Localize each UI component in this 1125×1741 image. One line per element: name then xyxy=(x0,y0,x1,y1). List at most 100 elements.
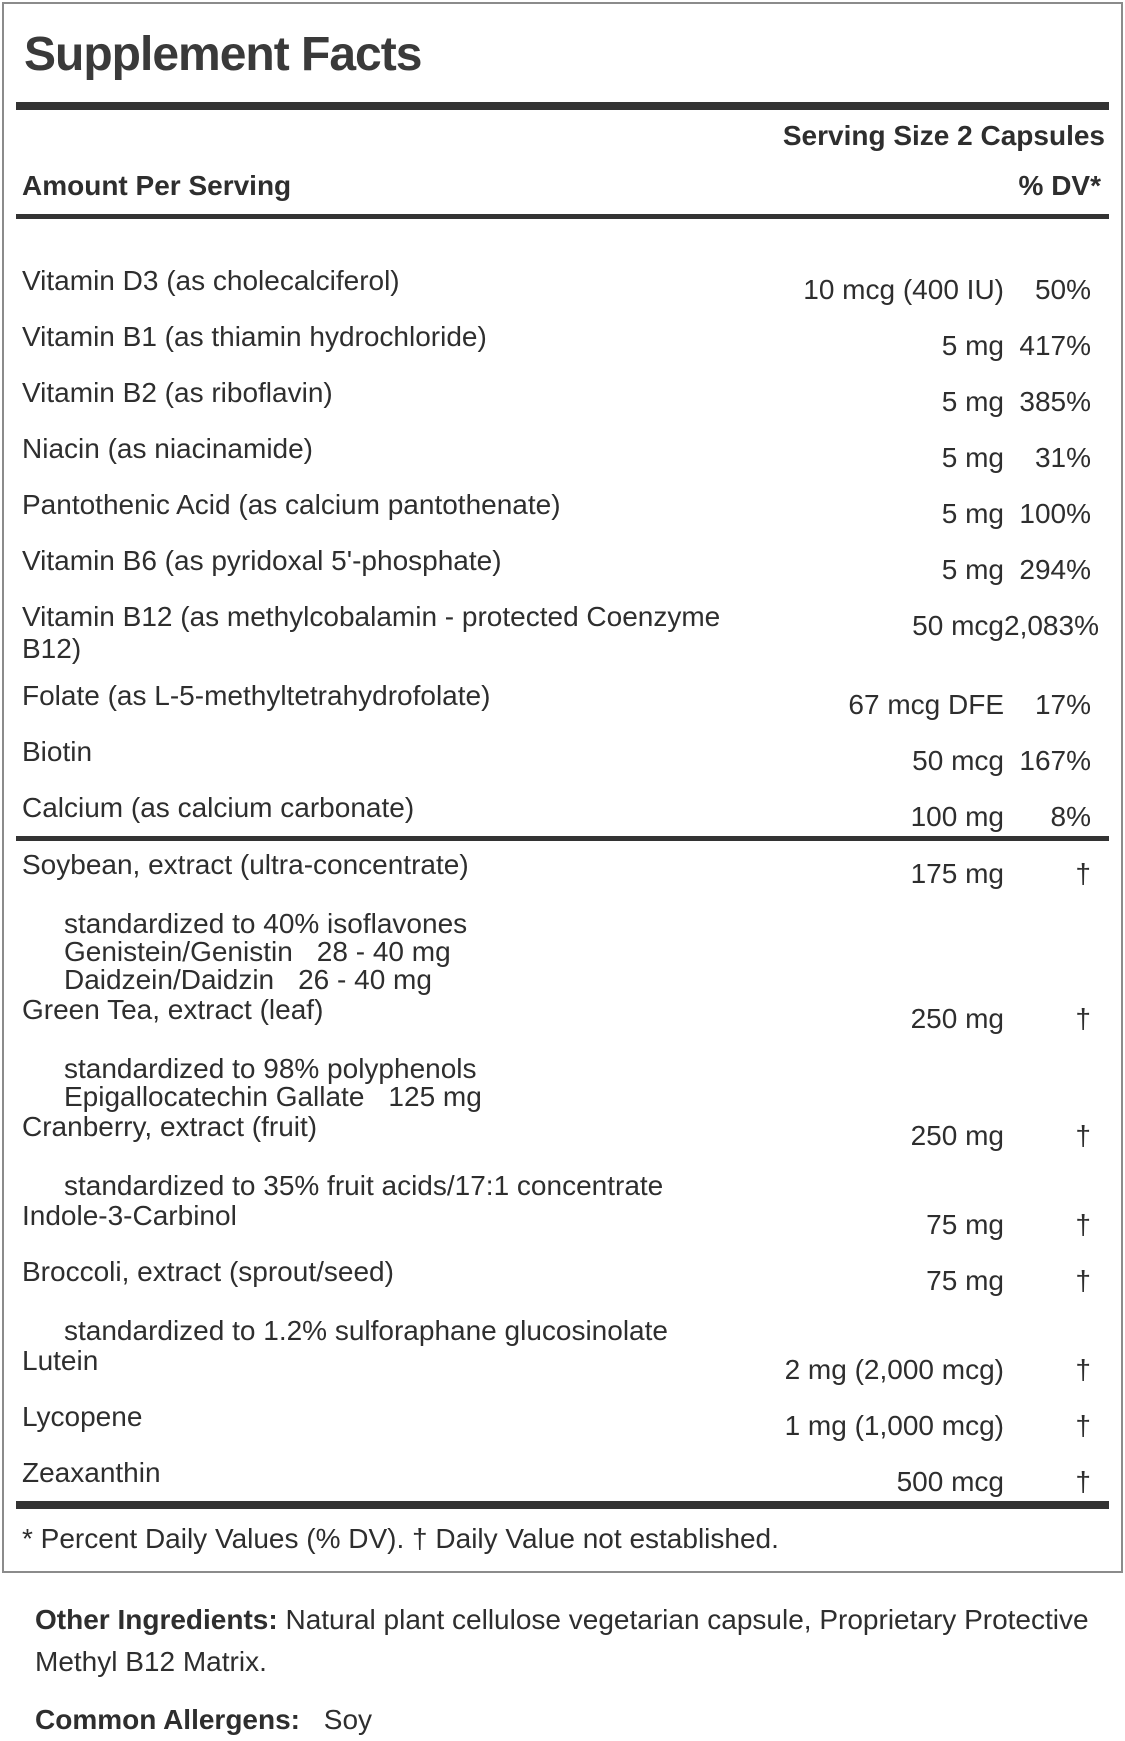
ingredient-name: Lutein xyxy=(22,1345,99,1376)
ingredient-detail-line: Genistein/Genistin 28 - 40 mg xyxy=(64,938,1109,966)
ingredient-row-group: Cranberry, extract (fruit) 250 mg † stan… xyxy=(16,1111,1109,1200)
ingredient-row-group: Vitamin D3 (as cholecalciferol) 10 mcg (… xyxy=(16,265,1109,321)
ingredient-row-group: Calcium (as calcium carbonate) 100 mg 8% xyxy=(16,792,1109,848)
ingredient-amount: 100 mg xyxy=(910,801,1004,832)
ingredient-row: Cranberry, extract (fruit) 250 mg † xyxy=(16,1111,1109,1152)
ingredient-details: standardized to 98% polyphenols Epigalloc… xyxy=(64,1055,1109,1111)
detail-value: 26 - 40 mg xyxy=(298,964,432,995)
ingredient-amount: 175 mg xyxy=(910,858,1004,889)
dv-footnote: * Percent Daily Values (% DV). † Daily V… xyxy=(22,1523,779,1554)
ingredient-row-group: Vitamin B6 (as pyridoxal 5'-phosphate) 5… xyxy=(16,545,1109,601)
ingredient-row: Vitamin B12 (as methylcobalamin - protec… xyxy=(16,601,1109,680)
detail-value: 125 mg xyxy=(388,1081,482,1112)
ingredient-amount: 50 mcg xyxy=(912,745,1004,776)
common-allergens-label: Common Allergens: xyxy=(35,1704,300,1735)
divider-below-header xyxy=(16,214,1109,219)
detail-value: 28 - 40 mg xyxy=(316,936,451,967)
ingredient-dv: 50% xyxy=(1034,274,1091,305)
ingredient-row-group: Broccoli, extract (sprout/seed) 75 mg † … xyxy=(16,1256,1109,1345)
ingredient-dv: 2,083% xyxy=(1004,610,1099,641)
ingredient-row-group: Zeaxanthin 500 mcg † xyxy=(16,1457,1109,1513)
ingredient-row: Vitamin B2 (as riboflavin) 5 mg 385% xyxy=(16,377,1109,433)
ingredient-dv: † xyxy=(1075,1003,1091,1034)
ingredient-row: Vitamin D3 (as cholecalciferol) 10 mcg (… xyxy=(16,265,1109,321)
ingredient-row: Folate (as L-5-methyltetrahydrofolate) 6… xyxy=(16,680,1109,736)
ingredient-name: Soybean, extract (ultra-concentrate) xyxy=(22,849,469,880)
ingredient-amount: 5 mg xyxy=(941,330,1004,361)
ingredient-row: Niacin (as niacinamide) 5 mg 31% xyxy=(16,433,1109,489)
ingredient-name: Vitamin B6 (as pyridoxal 5'-phosphate) xyxy=(22,545,502,576)
ingredient-row: Indole-3-Carbinol 75 mg † xyxy=(16,1200,1109,1256)
ingredient-name: Vitamin B1 (as thiamin hydrochloride) xyxy=(22,321,487,352)
other-ingredients-label: Other Ingredients: xyxy=(35,1604,278,1635)
ingredient-row-group: Indole-3-Carbinol 75 mg † xyxy=(16,1200,1109,1256)
ingredient-dv: † xyxy=(1075,1466,1091,1497)
ingredient-row-group: Pantothenic Acid (as calcium pantothenat… xyxy=(16,489,1109,545)
ingredient-name: Niacin (as niacinamide) xyxy=(22,433,314,464)
ingredient-rows: Vitamin D3 (as cholecalciferol) 10 mcg (… xyxy=(16,219,1109,1513)
ingredient-row: Soybean, extract (ultra-concentrate) 175… xyxy=(16,849,1109,890)
ingredient-name: Folate (as L-5-methyltetrahydrofolate) xyxy=(22,680,491,711)
ingredient-amount: 10 mcg (400 IU) xyxy=(803,274,1004,305)
ingredient-name: Indole-3-Carbinol xyxy=(22,1200,237,1231)
column-header-amount: Amount Per Serving xyxy=(22,170,292,201)
ingredient-amount: 1 mg (1,000 mcg) xyxy=(784,1410,1004,1441)
ingredient-row: Biotin 50 mcg 167% xyxy=(16,736,1109,792)
ingredient-detail-line: standardized to 98% polyphenols xyxy=(64,1055,1109,1083)
ingredient-detail-line: Daidzein/Daidzin 26 - 40 mg xyxy=(64,966,1109,994)
ingredient-row: Green Tea, extract (leaf) 250 mg † xyxy=(16,994,1109,1035)
ingredient-row-group: Niacin (as niacinamide) 5 mg 31% xyxy=(16,433,1109,489)
ingredient-name: Zeaxanthin xyxy=(22,1457,161,1488)
ingredient-name: Lycopene xyxy=(22,1401,143,1432)
ingredient-dv: 31% xyxy=(1034,442,1091,473)
ingredient-dv: † xyxy=(1075,1354,1091,1385)
ingredient-dv: 17% xyxy=(1034,689,1091,720)
ingredient-dv: † xyxy=(1075,1410,1091,1441)
ingredient-row-group: Lutein 2 mg (2,000 mcg) † xyxy=(16,1345,1109,1401)
ingredient-detail-line: standardized to 35% fruit acids/17:1 con… xyxy=(64,1172,1109,1200)
ingredient-dv: † xyxy=(1075,1209,1091,1240)
ingredient-row: Pantothenic Acid (as calcium pantothenat… xyxy=(16,489,1109,545)
ingredient-dv: 167% xyxy=(1019,745,1091,776)
ingredient-amount: 5 mg xyxy=(941,386,1004,417)
ingredient-dv: 8% xyxy=(1050,801,1091,832)
divider-below-title xyxy=(16,102,1109,110)
detail-label: standardized to 98% polyphenols xyxy=(64,1053,477,1084)
ingredient-amount: 5 mg xyxy=(941,498,1004,529)
ingredient-name: Vitamin D3 (as cholecalciferol) xyxy=(22,265,400,296)
ingredient-name: Pantothenic Acid (as calcium pantothenat… xyxy=(22,489,561,520)
ingredient-amount: 5 mg xyxy=(941,554,1004,585)
ingredient-row: Calcium (as calcium carbonate) 100 mg 8% xyxy=(16,792,1109,848)
ingredient-amount: 250 mg xyxy=(910,1003,1004,1034)
ingredient-amount: 5 mg xyxy=(941,442,1004,473)
ingredient-dv: † xyxy=(1075,1120,1091,1151)
divider-above-footnote xyxy=(16,1501,1109,1509)
ingredient-name: Calcium (as calcium carbonate) xyxy=(22,792,415,823)
ingredient-row: Vitamin B6 (as pyridoxal 5'-phosphate) 5… xyxy=(16,545,1109,601)
ingredient-amount: 50 mcg xyxy=(912,610,1004,641)
ingredient-row-group: Lycopene 1 mg (1,000 mcg) † xyxy=(16,1401,1109,1457)
ingredient-name: Green Tea, extract (leaf) xyxy=(22,994,324,1025)
ingredient-row: Zeaxanthin 500 mcg † xyxy=(16,1457,1109,1513)
ingredient-name: Vitamin B12 (as methylcobalamin - protec… xyxy=(22,601,721,664)
common-allergens-value: Soy xyxy=(323,1704,373,1735)
ingredient-row: Lycopene 1 mg (1,000 mcg) † xyxy=(16,1401,1109,1457)
ingredient-row-group: Vitamin B1 (as thiamin hydrochloride) 5 … xyxy=(16,321,1109,377)
ingredient-detail-line: standardized to 40% isoflavones xyxy=(64,910,1109,938)
ingredient-dv: 100% xyxy=(1019,498,1091,529)
detail-label: Genistein/Genistin xyxy=(64,936,293,967)
ingredient-details: standardized to 1.2% sulforaphane glucos… xyxy=(64,1317,1109,1345)
ingredient-dv: 385% xyxy=(1019,386,1091,417)
detail-label: Daidzein/Daidzin xyxy=(64,964,275,995)
ingredient-amount: 500 mcg xyxy=(896,1466,1004,1497)
ingredient-row: Lutein 2 mg (2,000 mcg) † xyxy=(16,1345,1109,1401)
common-allergens: Common Allergens: Soy xyxy=(35,1699,1105,1741)
ingredient-row-group: Green Tea, extract (leaf) 250 mg † stand… xyxy=(16,994,1109,1111)
ingredient-row: Vitamin B1 (as thiamin hydrochloride) 5 … xyxy=(16,321,1109,377)
label-additional-info: Other Ingredients: Natural plant cellulo… xyxy=(35,1599,1105,1741)
ingredient-detail-line: Epigallocatechin Gallate 125 mg xyxy=(64,1083,1109,1111)
detail-label: standardized to 35% fruit acids/17:1 con… xyxy=(64,1170,664,1201)
supplement-facts-panel: Supplement Facts Serving Size 2 Capsules… xyxy=(2,2,1123,1573)
column-header-dv: % DV* xyxy=(1018,170,1101,201)
ingredient-row: Broccoli, extract (sprout/seed) 75 mg † xyxy=(16,1256,1109,1297)
